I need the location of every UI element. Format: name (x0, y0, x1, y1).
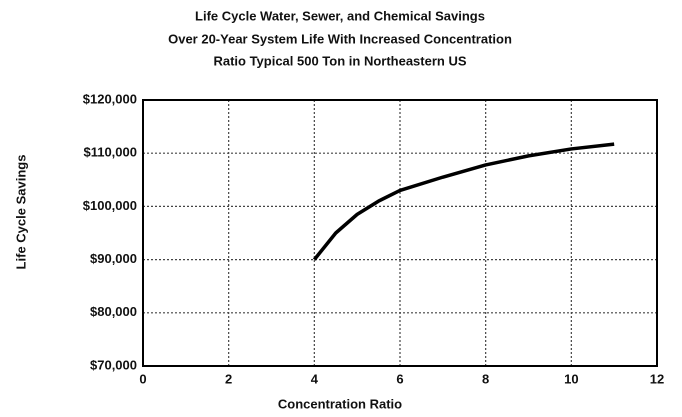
plot-border (142, 99, 658, 367)
x-tick-label: 0 (139, 371, 146, 386)
y-tick-label: $100,000 (83, 198, 137, 213)
y-axis-label: Life Cycle Savings (13, 155, 28, 270)
data-line (312, 142, 615, 261)
x-tick-label: 12 (650, 371, 664, 386)
chart-title: Life Cycle Water, Sewer, and Chemical Sa… (195, 8, 485, 23)
y-tick-label: $90,000 (90, 251, 137, 266)
x-axis-label: Concentration Ratio (278, 396, 402, 411)
y-tick-label: $70,000 (90, 357, 137, 372)
y-tick-label: $110,000 (83, 145, 137, 160)
chart-title: Over 20-Year System Life With Increased … (168, 31, 512, 46)
x-tick-label: 10 (564, 371, 578, 386)
y-tick-label: $80,000 (90, 304, 137, 319)
x-tick-label: 2 (225, 371, 232, 386)
x-tick-label: 8 (482, 371, 489, 386)
x-tick-label: 4 (311, 371, 319, 386)
chart-title: Ratio Typical 500 Ton in Northeastern US (213, 53, 466, 68)
x-tick-label: 6 (396, 371, 403, 386)
y-tick-label: $120,000 (83, 91, 137, 106)
